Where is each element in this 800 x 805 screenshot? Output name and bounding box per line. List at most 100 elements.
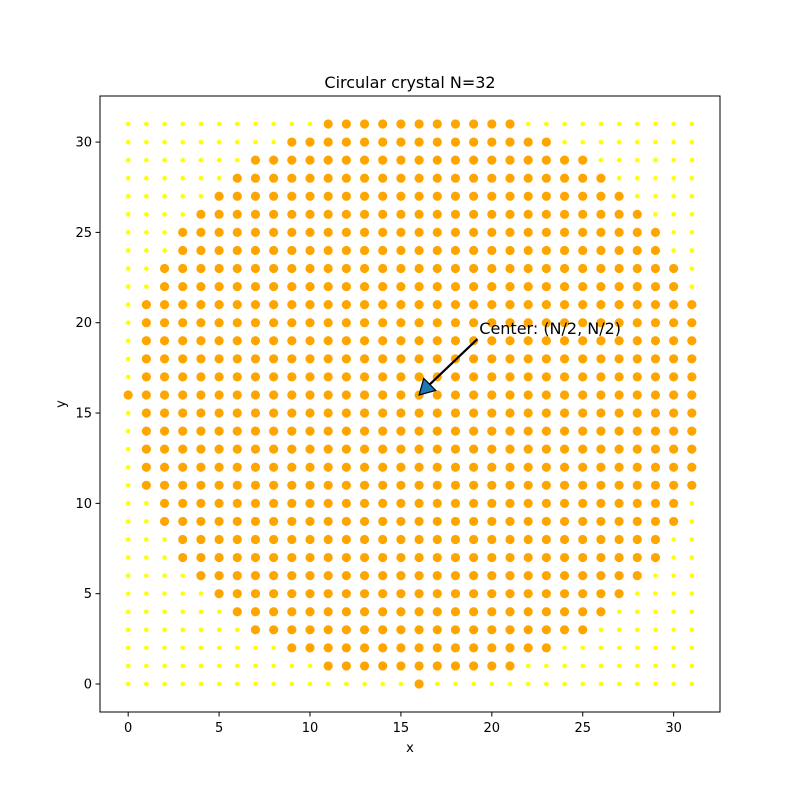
point-inside <box>523 426 533 436</box>
point-inside <box>432 263 442 274</box>
point-inside <box>196 209 206 219</box>
point-inside <box>359 372 370 382</box>
point-inside <box>396 444 406 454</box>
point-inside <box>669 263 679 274</box>
point-inside <box>323 462 333 472</box>
point-inside <box>341 318 351 328</box>
point-inside <box>159 390 170 400</box>
point-inside <box>487 408 497 418</box>
point-inside <box>396 552 406 563</box>
point-inside <box>578 408 588 418</box>
point-inside <box>250 318 261 328</box>
point-inside <box>523 607 533 617</box>
point-inside <box>341 516 351 527</box>
point-inside <box>178 227 188 237</box>
point-inside <box>578 552 588 563</box>
point-inside <box>578 372 588 382</box>
point-inside <box>396 516 406 527</box>
point-inside <box>614 552 624 563</box>
point-inside <box>378 643 388 653</box>
point-inside <box>487 155 497 165</box>
point-inside <box>250 462 261 472</box>
point-inside <box>305 625 315 635</box>
point-inside <box>450 191 461 201</box>
point-inside <box>287 300 297 310</box>
point-inside <box>596 534 606 545</box>
point-inside <box>559 534 570 545</box>
point-outside <box>162 609 167 615</box>
point-outside <box>562 121 567 127</box>
point-inside <box>523 155 533 165</box>
point-inside <box>305 173 315 183</box>
point-inside <box>687 300 697 310</box>
point-inside <box>669 480 679 490</box>
point-inside <box>341 354 351 364</box>
point-inside <box>669 462 679 472</box>
point-inside <box>523 552 533 563</box>
point-inside <box>178 426 188 436</box>
point-inside <box>650 552 661 563</box>
point-inside <box>432 191 442 201</box>
point-inside <box>450 498 461 508</box>
point-inside <box>323 281 333 292</box>
point-inside <box>505 281 515 292</box>
point-inside <box>450 534 461 545</box>
point-inside <box>541 408 551 418</box>
point-inside <box>523 625 533 635</box>
point-inside <box>596 191 606 201</box>
point-inside <box>505 300 515 310</box>
point-inside <box>287 498 297 508</box>
point-inside <box>178 372 188 382</box>
point-outside <box>125 157 131 163</box>
point-inside <box>414 191 424 201</box>
point-outside <box>653 609 658 615</box>
point-inside <box>632 408 642 418</box>
point-inside <box>396 191 406 201</box>
point-inside <box>469 516 479 527</box>
point-inside <box>559 426 570 436</box>
point-inside <box>214 534 224 545</box>
point-outside <box>616 157 622 163</box>
point-inside <box>232 245 242 256</box>
point-inside <box>287 516 297 527</box>
point-inside <box>614 444 624 454</box>
point-inside <box>523 173 533 183</box>
point-inside <box>323 408 333 418</box>
point-inside <box>432 589 442 599</box>
point-outside <box>180 663 186 669</box>
point-inside <box>414 318 424 328</box>
point-outside <box>162 212 167 217</box>
point-inside <box>323 137 333 147</box>
point-inside <box>414 480 424 490</box>
point-outside <box>689 193 695 199</box>
point-inside <box>250 498 261 508</box>
point-outside <box>598 627 604 633</box>
point-inside <box>341 155 351 165</box>
point-inside <box>269 227 279 237</box>
point-inside <box>541 552 551 563</box>
point-inside <box>305 408 315 418</box>
point-inside <box>414 607 424 617</box>
point-inside <box>232 426 242 436</box>
point-inside <box>323 354 333 364</box>
point-inside <box>196 552 206 563</box>
point-inside <box>505 390 515 400</box>
point-inside <box>559 571 570 581</box>
point-outside <box>162 537 167 542</box>
point-inside <box>541 589 551 599</box>
point-inside <box>323 625 333 635</box>
point-inside <box>523 372 533 382</box>
point-inside <box>523 191 533 201</box>
point-inside <box>232 480 242 490</box>
point-inside <box>359 625 370 635</box>
point-inside <box>450 661 461 671</box>
point-inside <box>596 607 606 617</box>
point-inside <box>141 444 151 454</box>
point-outside <box>616 609 622 615</box>
point-outside <box>216 645 222 651</box>
point-inside <box>414 173 424 183</box>
point-inside <box>341 336 351 346</box>
point-inside <box>578 191 588 201</box>
point-inside <box>396 625 406 635</box>
point-inside <box>541 426 551 436</box>
